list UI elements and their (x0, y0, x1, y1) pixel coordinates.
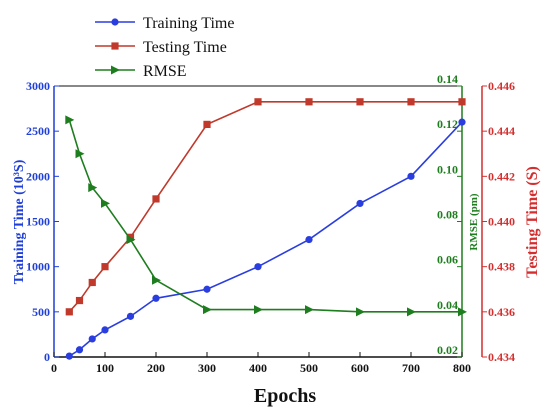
y-rmse-tick-label: 0.06 (437, 253, 458, 267)
legend-label: Testing Time (143, 39, 227, 56)
y-rmse-tick-label: 0.12 (437, 117, 458, 131)
data-point (75, 149, 85, 159)
axes: 0 100 200 300 400 500 600 700 800 0 500 1000 1500 200… (26, 72, 515, 375)
x-tick-label: 200 (147, 361, 165, 375)
data-point (101, 326, 109, 334)
legend-label: RMSE (143, 63, 187, 80)
y-left-tick-label: 2500 (26, 124, 50, 138)
series-line (68, 101, 462, 313)
series-line (68, 119, 462, 313)
data-point (254, 305, 263, 315)
y-left-tick-label: 500 (32, 305, 50, 319)
data-point (305, 235, 313, 244)
data-point (126, 312, 135, 320)
data-point (407, 307, 416, 317)
legend-item: Training Time (95, 15, 234, 32)
data-point (65, 352, 73, 360)
data-point (254, 98, 262, 106)
legend-item: RMSE (95, 63, 187, 80)
legend-swatch-marker (111, 65, 120, 75)
data-point (203, 305, 212, 315)
data-point (356, 307, 365, 317)
y-left-tick-label: 0 (44, 350, 50, 364)
y-test-tick-label: 0.434 (488, 350, 515, 364)
y-rmse-tick-label: 0.10 (437, 162, 458, 176)
data-point (65, 308, 73, 316)
data-point (88, 278, 96, 287)
data-point (458, 98, 466, 106)
y-test-tick-label: 0.442 (488, 169, 515, 183)
y-rmse-tick-label: 0.02 (437, 343, 458, 357)
data-point (356, 98, 364, 106)
data-point (458, 307, 467, 317)
legend-label: Training Time (143, 15, 234, 32)
data-point (88, 183, 98, 193)
x-tick-label: 800 (453, 361, 471, 375)
y-rmse-tick-label: 0.04 (437, 298, 458, 312)
x-tick-label: 500 (300, 361, 318, 375)
x-tick-label: 600 (351, 361, 369, 375)
data-point (254, 263, 262, 271)
data-point (407, 98, 415, 106)
x-tick-label: 300 (198, 361, 216, 375)
data-point (203, 285, 211, 293)
y-test-tick-label: 0.440 (488, 215, 515, 229)
data-point (458, 118, 466, 126)
legend: Training Time Testing Time RMSE (95, 15, 234, 80)
x-tick-label: 100 (96, 361, 114, 375)
x-tick-label: 400 (249, 361, 267, 375)
data-point (152, 294, 160, 302)
data-point (305, 98, 313, 106)
y-rmse-tick-label: 0.08 (437, 208, 458, 222)
y-test-tick-label: 0.446 (488, 79, 515, 93)
y-axis-right-outer-title: Testing Time (S) (524, 166, 541, 278)
data-point (126, 235, 136, 245)
y-left-tick-label: 3000 (26, 79, 50, 93)
series-testing-time (65, 98, 466, 316)
data-point (152, 275, 161, 285)
data-point (75, 346, 84, 354)
series-training-time (65, 118, 466, 360)
legend-swatch-marker (111, 42, 119, 50)
data-point (88, 335, 96, 343)
data-point (101, 198, 110, 208)
x-axis-title: Epochs (254, 385, 316, 407)
y-test-tick-label: 0.438 (488, 260, 515, 274)
x-tick-label: 0 (51, 361, 57, 375)
data-point (305, 305, 314, 315)
y-left-tick-label: 1500 (26, 215, 50, 229)
data-point (152, 195, 160, 203)
legend-item: Testing Time (95, 39, 227, 56)
y-left-tick-label: 1000 (26, 260, 50, 274)
series-rmse (65, 115, 467, 317)
y-test-tick-label: 0.436 (488, 305, 515, 319)
legend-swatch-marker (111, 18, 119, 26)
data-point (75, 296, 84, 305)
y-test-tick-label: 0.444 (488, 124, 515, 138)
data-point (203, 120, 211, 128)
y-axis-right-inner-title: RMSE (pm) (468, 193, 480, 250)
x-tick-label: 700 (402, 361, 420, 375)
y-rmse-tick-label: 0.14 (437, 72, 458, 86)
data-point (65, 115, 75, 125)
y-left-tick-label: 2000 (26, 169, 50, 183)
data-point (101, 263, 109, 271)
series-layer (65, 98, 467, 360)
y-axis-left-title: Training Time (10³S) (12, 159, 27, 284)
data-point (356, 199, 364, 208)
data-point (407, 172, 415, 180)
